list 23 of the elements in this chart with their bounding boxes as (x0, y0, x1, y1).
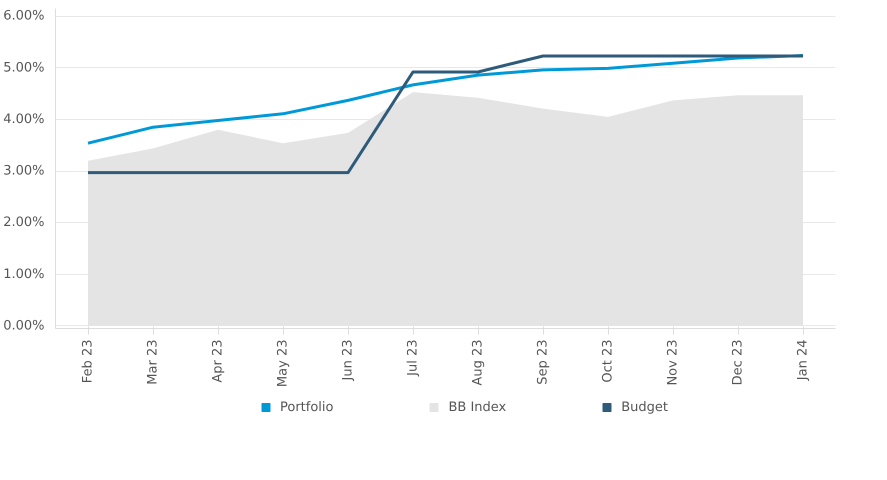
legend-label: Budget (621, 400, 668, 414)
legend-label: BB Index (448, 400, 506, 414)
line-series (86, 54, 804, 145)
x-tick-label: Oct 23 (600, 339, 616, 383)
x-tick-label: Jul 23 (406, 340, 420, 377)
x-tick-label: Nov 23 (666, 340, 680, 386)
y-tick-label: 1.00% (3, 266, 45, 282)
legend-label: Portfolio (280, 400, 334, 414)
x-tick-label: Aug 23 (470, 339, 486, 386)
y-tick-label: 5.00% (3, 60, 45, 76)
y-tick-label: 2.00% (3, 215, 45, 230)
x-tick-label: Sep 23 (536, 339, 550, 385)
x-tick-label: Dec 23 (730, 339, 746, 386)
x-tick-label: Feb 23 (80, 339, 96, 384)
y-tick-label: 6.00% (3, 8, 45, 24)
x-tick-label: Jan 24 (796, 339, 810, 382)
x-tick-label: Jun 23 (340, 339, 356, 382)
y-tick-label: 4.00% (3, 112, 45, 127)
x-tick-label: Apr 23 (210, 339, 226, 383)
x-tick-label: Mar 23 (146, 340, 160, 385)
y-tick-label: 0.00% (3, 318, 45, 334)
y-tick-label: 3.00% (3, 164, 45, 179)
x-tick-label: May 23 (276, 339, 290, 388)
